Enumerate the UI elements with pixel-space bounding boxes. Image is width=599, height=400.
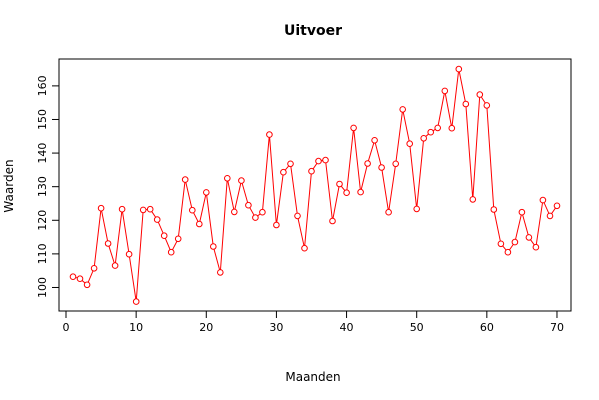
data-point-53 [434, 124, 442, 132]
data-point-52 [427, 128, 435, 136]
x-tick-label-20: 20 [199, 321, 213, 334]
data-point-61 [490, 206, 498, 213]
data-point-7 [111, 262, 119, 269]
data-point-66 [525, 234, 533, 241]
data-point-50 [413, 205, 421, 213]
y-tick-label-150: 150 [36, 109, 49, 130]
series-points [69, 65, 561, 305]
data-point-22 [217, 269, 224, 276]
data-point-14 [160, 232, 168, 239]
data-point-39 [336, 180, 343, 188]
y-tick-label-160: 160 [36, 75, 49, 96]
data-point-57 [462, 100, 470, 108]
data-point-68 [539, 196, 547, 204]
data-point-30 [273, 221, 280, 229]
data-point-35 [308, 167, 315, 175]
y-tick-label-140: 140 [36, 143, 49, 164]
data-point-58 [469, 196, 477, 203]
data-point-65 [518, 208, 526, 216]
data-point-5 [97, 204, 105, 212]
data-point-28 [259, 208, 266, 216]
data-point-47 [392, 160, 400, 168]
y-tick-label-100: 100 [36, 277, 49, 298]
data-point-17 [181, 176, 189, 183]
data-point-13 [153, 216, 161, 223]
x-tick-label-50: 50 [410, 321, 424, 334]
data-point-45 [378, 164, 385, 171]
data-point-64 [511, 238, 519, 246]
x-tick-label-0: 0 [63, 321, 70, 334]
data-point-54 [441, 87, 449, 95]
data-point-48 [399, 106, 407, 113]
data-point-42 [357, 188, 364, 196]
data-point-3 [83, 281, 91, 289]
data-point-10 [132, 298, 140, 305]
data-point-26 [245, 201, 252, 209]
y-tick-label-110: 110 [36, 243, 49, 264]
data-point-9 [125, 250, 133, 258]
y-axis-label: Waarden [2, 159, 16, 212]
x-tick-label-30: 30 [269, 321, 283, 334]
data-point-12 [146, 205, 154, 213]
data-point-63 [504, 248, 512, 256]
data-point-38 [329, 217, 336, 225]
y-tick-label-130: 130 [36, 176, 49, 197]
data-point-59 [476, 91, 484, 98]
data-point-56 [455, 65, 463, 73]
data-point-27 [252, 214, 259, 221]
data-point-29 [266, 131, 273, 138]
data-point-32 [287, 160, 294, 168]
data-point-70 [553, 202, 561, 210]
data-point-16 [174, 235, 182, 243]
y-tick-label-120: 120 [36, 210, 49, 231]
data-point-37 [322, 156, 329, 164]
data-point-8 [118, 205, 126, 213]
data-point-2 [76, 275, 84, 283]
x-tick-label-70: 70 [550, 321, 564, 334]
data-point-21 [210, 243, 217, 250]
data-point-24 [231, 208, 238, 216]
data-point-49 [406, 140, 414, 147]
data-point-67 [532, 243, 540, 251]
data-point-25 [238, 177, 245, 184]
data-point-60 [483, 102, 491, 109]
x-tick-label-60: 60 [480, 321, 494, 334]
data-point-40 [343, 189, 350, 196]
data-point-46 [385, 208, 392, 216]
data-point-34 [301, 244, 308, 252]
data-point-11 [139, 206, 147, 214]
plot-frame [58, 58, 572, 312]
data-point-31 [280, 168, 287, 176]
data-point-62 [497, 240, 505, 248]
data-point-69 [546, 212, 554, 220]
data-point-4 [90, 265, 98, 272]
data-point-44 [371, 137, 378, 144]
data-point-36 [315, 157, 322, 165]
x-tick-label-40: 40 [340, 321, 354, 334]
x-tick-label-10: 10 [129, 321, 143, 334]
y-axis: 100 110 120 130 140 150 160 [36, 75, 59, 298]
data-point-55 [448, 124, 456, 132]
data-point-43 [364, 160, 371, 167]
series-line [72, 69, 558, 302]
data-point-33 [294, 212, 301, 220]
data-point-19 [196, 220, 203, 228]
x-axis-label: Maanden [285, 370, 340, 384]
data-point-20 [203, 189, 210, 196]
data-point-1 [69, 273, 77, 281]
data-point-41 [350, 124, 357, 132]
chart-title: Uitvoer [284, 23, 342, 39]
data-point-6 [104, 240, 112, 247]
data-point-15 [167, 248, 175, 256]
data-point-51 [420, 135, 428, 142]
x-axis: 0 10 20 30 40 50 60 70 [63, 311, 564, 334]
data-point-18 [189, 206, 196, 214]
data-point-23 [224, 175, 231, 182]
